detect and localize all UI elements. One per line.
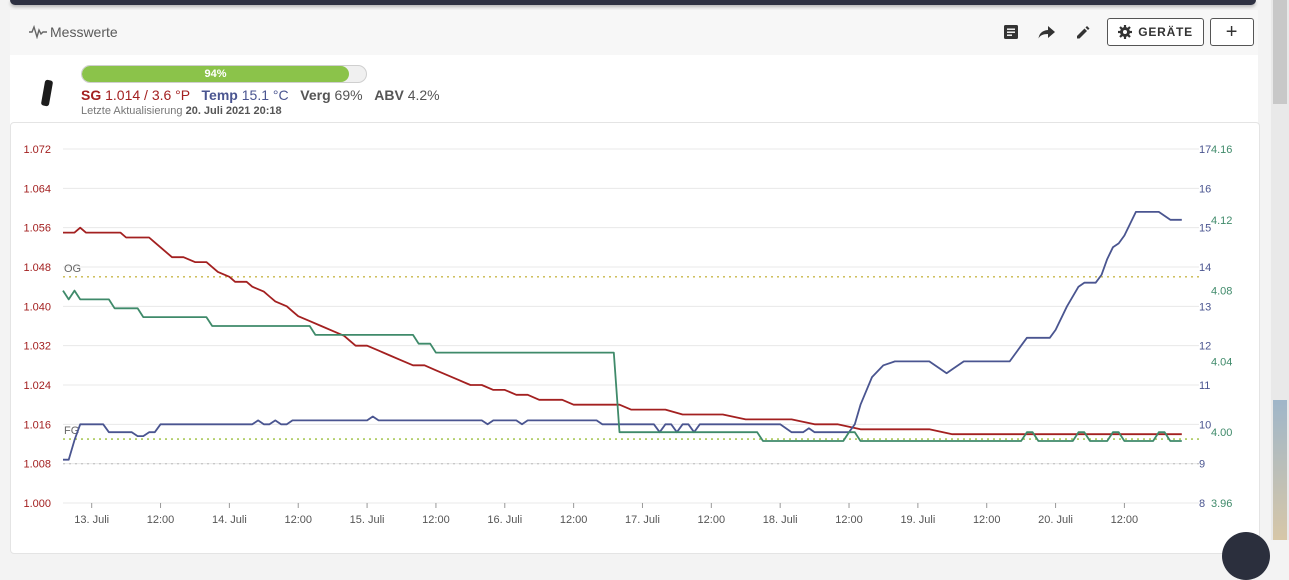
last-updated: Letzte Aktualisierung 20. Juli 2021 20:1…	[81, 105, 282, 117]
chart-container[interactable]: 1.072 1.064 1.056 1.048 1.040 1.032 1.024 1.016…	[10, 122, 1260, 554]
x-tick-label: 12:00	[560, 514, 588, 526]
share-button[interactable]	[1029, 14, 1065, 50]
y-right-tick-label: 4.08	[1211, 286, 1232, 298]
sg-value: 1.014 / 3.6 °P	[105, 87, 190, 103]
x-tick-label: 18. Juli	[763, 514, 798, 526]
x-tick-label: 17. Juli	[625, 514, 660, 526]
measurements-card: Messwerte	[10, 10, 1260, 554]
devices-button-label: GERÄTE	[1138, 25, 1193, 39]
reference-line-label: OG	[64, 263, 81, 275]
y-left-tick-label: 1.016	[23, 419, 51, 431]
y-mid-tick-label: 8	[1199, 498, 1205, 510]
add-button[interactable]: +	[1210, 18, 1254, 46]
y-right-tick-label: 3.96	[1211, 498, 1232, 510]
y-mid-tick-label: 15	[1199, 223, 1211, 235]
temp-value: 15.1 °C	[241, 87, 289, 103]
card-header: Messwerte	[10, 10, 1258, 55]
y-left-tick-label: 1.000	[23, 498, 51, 510]
pulse-icon	[29, 25, 47, 39]
x-tick-label: 16. Juli	[487, 514, 522, 526]
share-arrow-icon	[1038, 26, 1056, 39]
x-tick-label: 12:00	[1111, 514, 1139, 526]
card-title: Messwerte	[28, 24, 118, 40]
y-mid-tick-label: 13	[1199, 301, 1211, 313]
floating-action-button[interactable]	[1222, 532, 1270, 580]
y-right-tick-label: 4.00	[1211, 427, 1232, 439]
series-line	[62, 289, 1182, 442]
x-tick-label: 12:00	[422, 514, 450, 526]
measurement-chart[interactable]: 1.072 1.064 1.056 1.048 1.040 1.032 1.024 1.016…	[11, 123, 1259, 553]
y-right-tick-label: 4.04	[1211, 356, 1232, 368]
y-left-tick-label: 1.032	[23, 341, 51, 353]
y-right-tick-label: 4.16	[1211, 144, 1232, 156]
abv-label: ABV	[374, 87, 404, 103]
y-mid-tick-label: 11	[1199, 380, 1210, 392]
y-left-tick-label: 1.040	[23, 301, 51, 313]
verg-value: 69%	[334, 87, 363, 103]
sg-label: SG	[81, 87, 102, 103]
device-stats: SG 1.014 / 3.6 °P Temp 15.1 °C Verg 69% …	[81, 87, 440, 103]
reference-line-label: FG	[64, 425, 79, 437]
hydrometer-icon	[41, 79, 53, 107]
y-right-tick-label: 4.12	[1211, 215, 1232, 227]
y-mid-tick-label: 17	[1199, 144, 1211, 156]
y-left-tick-label: 1.072	[23, 144, 51, 156]
y-mid-tick-label: 16	[1199, 183, 1211, 195]
plus-icon: +	[1225, 20, 1239, 43]
previous-card-edge	[10, 0, 1256, 5]
card-toolbar: GERÄTE +	[993, 14, 1254, 50]
last-updated-value: 20. Juli 2021 20:18	[185, 105, 282, 117]
series-line	[63, 211, 1182, 461]
y-mid-tick-label: 14	[1199, 262, 1211, 274]
y-left-tick-label: 1.024	[23, 380, 51, 392]
notes-button[interactable]	[993, 14, 1029, 50]
x-tick-label: 12:00	[284, 514, 312, 526]
x-tick-label: 14. Juli	[212, 514, 247, 526]
abv-value: 4.2%	[407, 87, 440, 103]
y-left-tick-label: 1.008	[23, 459, 51, 471]
edit-button[interactable]	[1065, 14, 1101, 50]
y-left-tick-label: 1.048	[23, 262, 51, 274]
y-left-tick-label: 1.064	[23, 183, 51, 195]
devices-button[interactable]: GERÄTE	[1107, 18, 1204, 46]
x-tick-label: 12:00	[147, 514, 175, 526]
x-tick-label: 12:00	[973, 514, 1001, 526]
card-title-text: Messwerte	[50, 24, 118, 40]
x-tick-label: 15. Juli	[350, 514, 385, 526]
y-mid-tick-label: 12	[1199, 341, 1211, 353]
x-tick-label: 12:00	[835, 514, 863, 526]
x-tick-label: 12:00	[698, 514, 726, 526]
verg-label: Verg	[300, 87, 331, 103]
gear-icon	[1118, 25, 1133, 39]
battery-bar: 94%	[81, 65, 367, 83]
scrollbar-thumb[interactable]	[1273, 0, 1287, 104]
background-strip	[1273, 400, 1287, 540]
pencil-icon	[1077, 26, 1090, 39]
y-mid-tick-label: 9	[1199, 459, 1205, 471]
last-updated-label: Letzte Aktualisierung	[81, 105, 183, 117]
x-tick-label: 13. Juli	[74, 514, 109, 526]
temp-label: Temp	[201, 87, 238, 103]
y-mid-tick-label: 10	[1199, 419, 1211, 431]
series-line	[63, 226, 1182, 436]
x-tick-label: 19. Juli	[900, 514, 935, 526]
x-tick-label: 20. Juli	[1038, 514, 1073, 526]
battery-fill: 94%	[82, 66, 349, 82]
page-scrollbar[interactable]	[1271, 0, 1289, 540]
y-left-tick-label: 1.056	[23, 223, 51, 235]
notes-icon	[1004, 25, 1019, 39]
